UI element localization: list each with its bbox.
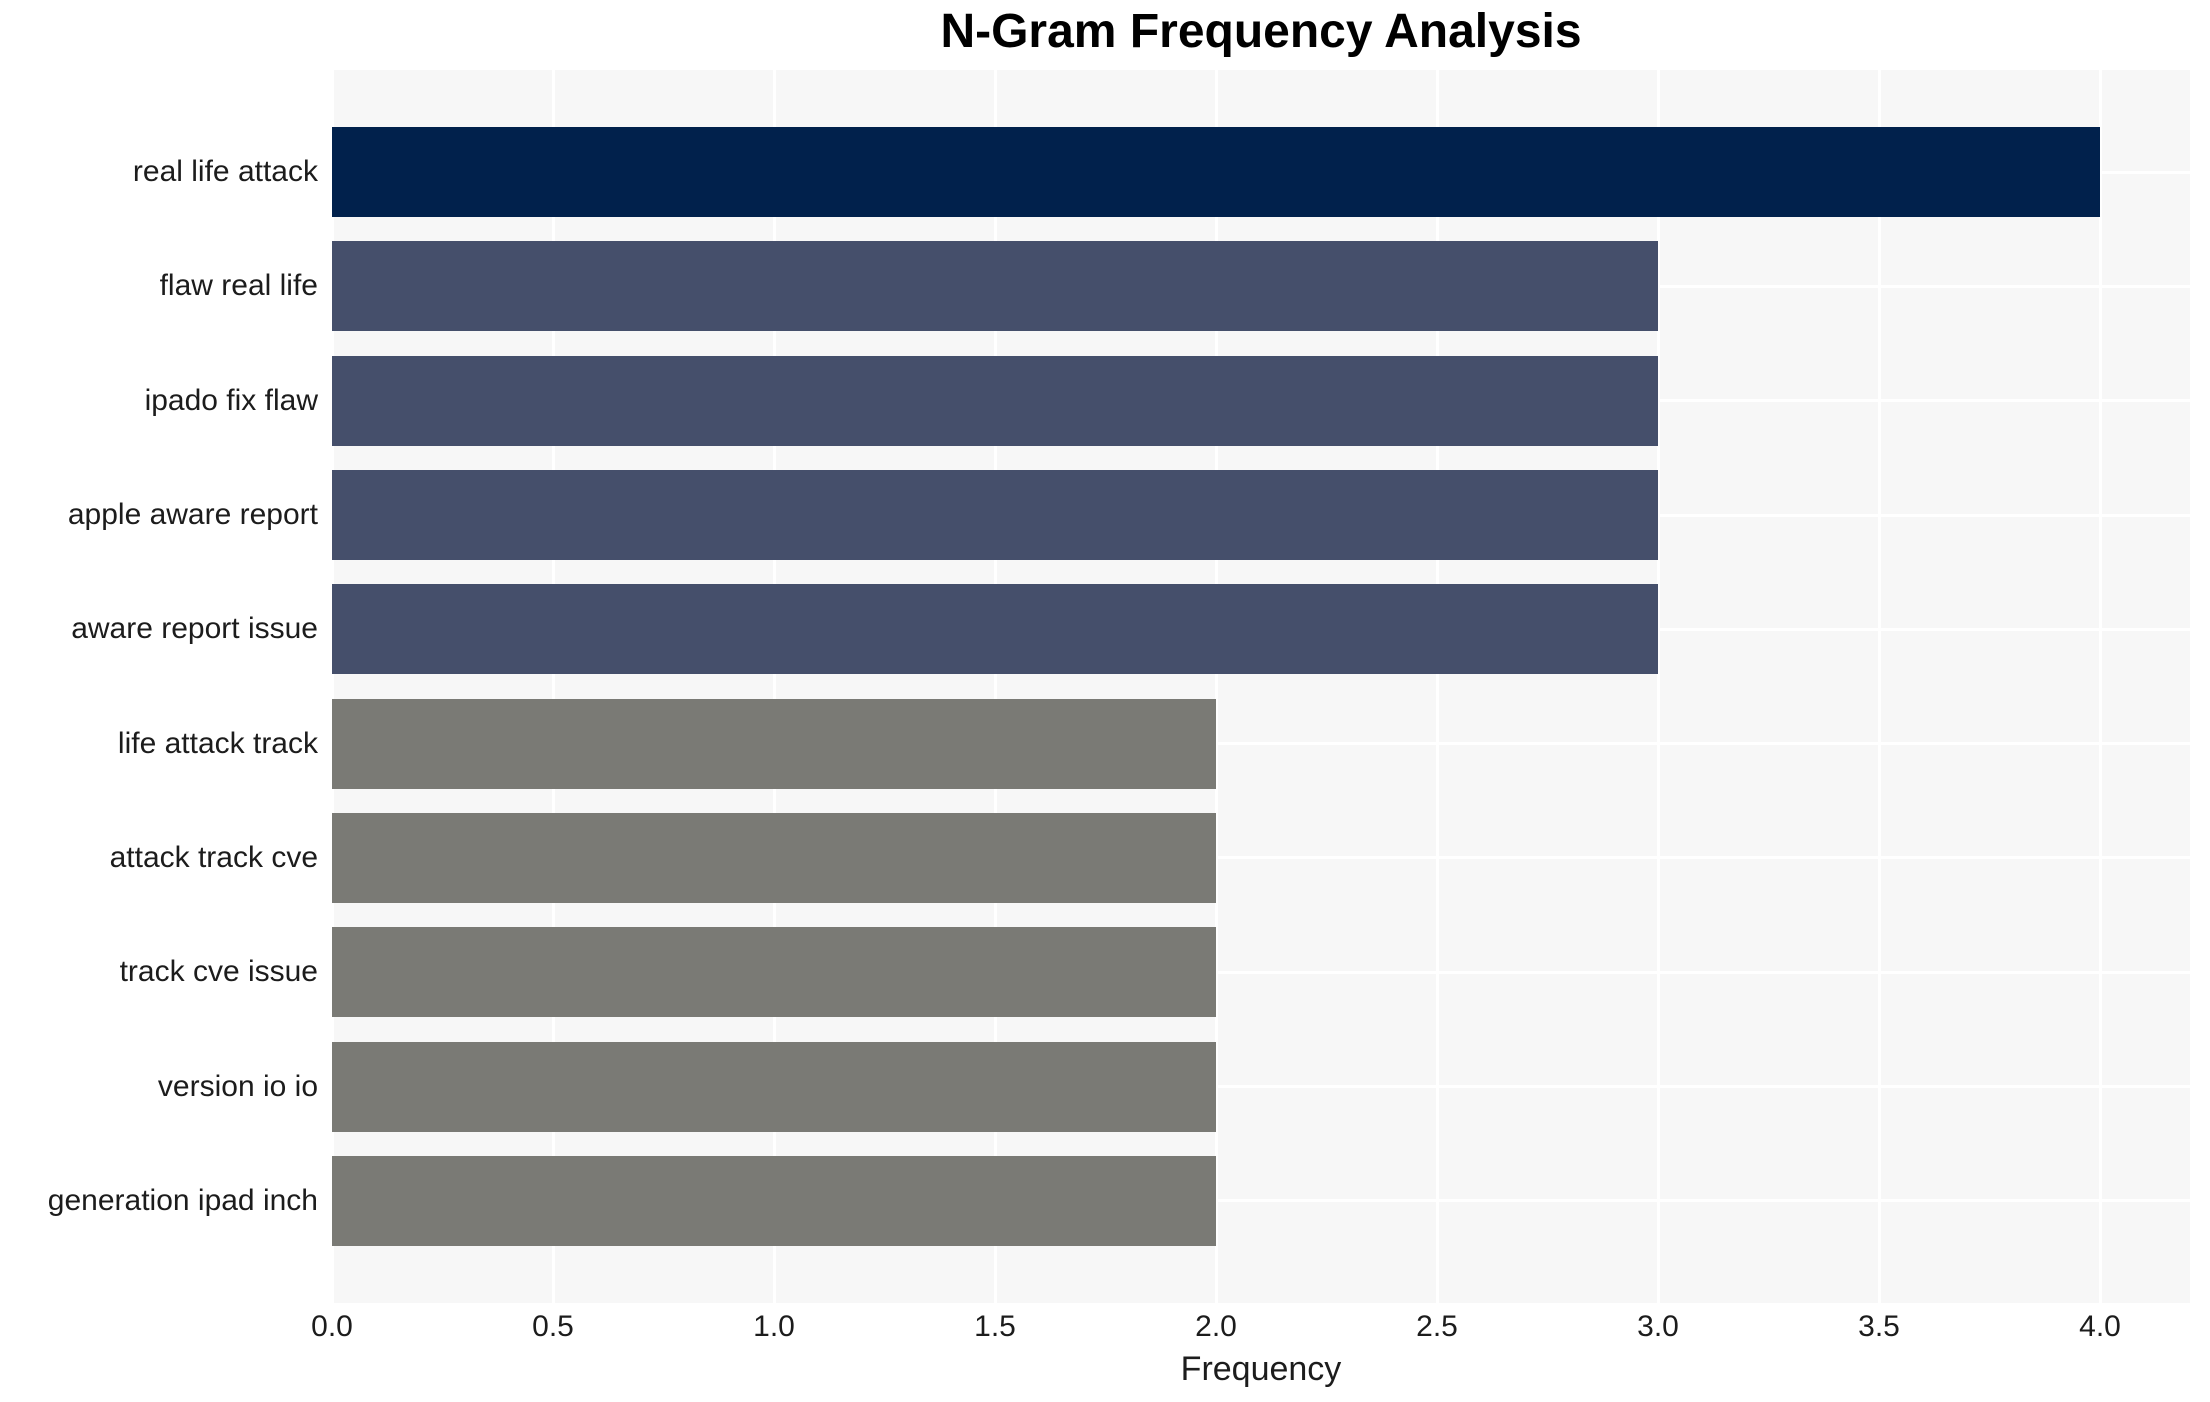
bar-life-attack-track [332,698,1216,789]
gridline-vertical [551,70,555,1303]
gridline-vertical [772,70,776,1303]
bar-version-io-io [332,1041,1216,1132]
category-label: apple aware report [67,498,318,532]
x-axis-ticks: 0.0 0.5 1.0 1.5 2.0 2.5 3.0 3.5 4.0 [0,1310,2210,1350]
bar-attack-track-cve [332,812,1216,903]
bar-ipado-fix-flaw [332,355,1658,446]
category-label: ipado fix flaw [144,383,318,417]
gridline-vertical [1214,70,1218,1303]
gridline-horizontal [332,1085,2190,1089]
x-tick-label: 1.0 [753,1310,795,1343]
gridline-horizontal [332,1199,2190,1203]
y-axis-category-labels: real life attack flaw real life ipado fix … [0,70,318,1303]
gridline-horizontal [332,856,2190,860]
category-label: flaw real life [159,269,318,303]
category-label: generation ipad inch [47,1183,318,1217]
category-label: version io io [157,1069,318,1103]
gridline-vertical [1435,70,1439,1303]
gridline-horizontal [332,742,2190,746]
gridline-vertical [2098,70,2102,1303]
x-tick-label: 3.5 [1858,1310,1900,1343]
x-tick-label: 0.0 [311,1310,353,1343]
x-tick-label: 2.0 [1195,1310,1237,1343]
bar-generation-ipad-inch [332,1155,1216,1246]
bar-real-life-attack [332,127,2100,218]
gridline-vertical [1877,70,1881,1303]
category-label: attack track cve [109,840,318,874]
gridline-vertical [330,70,334,1303]
bar-aware-report-issue [332,584,1658,675]
bar-flaw-real-life [332,241,1658,332]
plot-area [330,70,2190,1303]
x-axis-label: Frequency [1180,1350,1342,1388]
gridline-horizontal [332,970,2190,974]
gridline-vertical [1656,70,1660,1303]
x-tick-label: 3.0 [1637,1310,1679,1343]
category-label: real life attack [132,155,318,189]
x-tick-label: 0.5 [532,1310,574,1343]
x-tick-label: 1.5 [974,1310,1016,1343]
gridline-vertical [993,70,997,1303]
chart-title: N-Gram Frequency Analysis [940,5,1582,58]
category-label: life attack track [117,726,318,760]
bar-track-cve-issue [332,927,1216,1018]
x-tick-label: 2.5 [1416,1310,1458,1343]
x-tick-label: 4.0 [2079,1310,2121,1343]
bar-apple-aware-report [332,470,1658,561]
category-label: track cve issue [119,955,318,989]
category-label: aware report issue [71,612,318,646]
